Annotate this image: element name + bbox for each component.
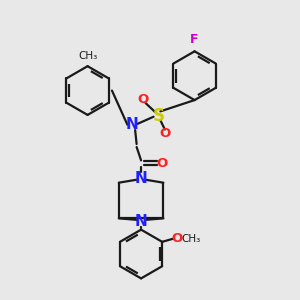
- Text: CH₃: CH₃: [182, 234, 201, 244]
- Text: CH₃: CH₃: [78, 51, 97, 61]
- Text: O: O: [171, 232, 183, 245]
- Text: N: N: [135, 214, 148, 229]
- Text: N: N: [126, 117, 139, 132]
- Text: O: O: [159, 127, 170, 140]
- Text: O: O: [156, 157, 167, 170]
- Text: O: O: [137, 93, 148, 106]
- Text: N: N: [135, 171, 148, 186]
- Text: S: S: [153, 107, 165, 125]
- Text: F: F: [190, 33, 199, 46]
